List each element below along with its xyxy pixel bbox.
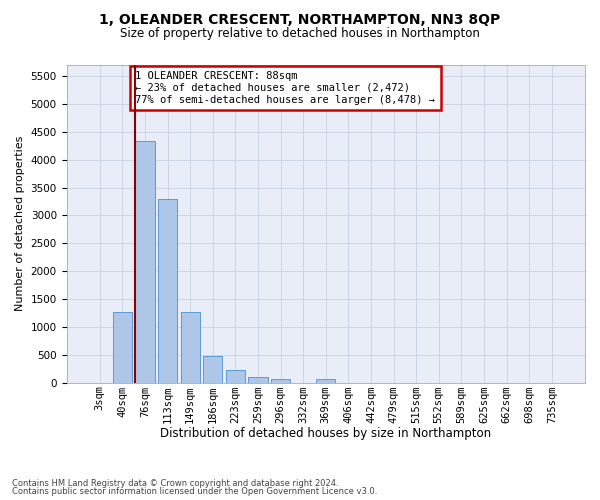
Bar [248,378,268,382]
Bar [113,312,132,382]
Bar [158,200,177,382]
Bar [226,370,245,382]
Bar [271,379,290,382]
Y-axis label: Number of detached properties: Number of detached properties [15,136,25,312]
Bar [181,312,200,382]
Text: 1, OLEANDER CRESCENT, NORTHAMPTON, NN3 8QP: 1, OLEANDER CRESCENT, NORTHAMPTON, NN3 8… [100,12,500,26]
Bar [316,379,335,382]
Bar [203,356,223,382]
Text: Contains public sector information licensed under the Open Government Licence v3: Contains public sector information licen… [12,487,377,496]
Text: Size of property relative to detached houses in Northampton: Size of property relative to detached ho… [120,28,480,40]
Bar [136,141,155,382]
Text: Contains HM Land Registry data © Crown copyright and database right 2024.: Contains HM Land Registry data © Crown c… [12,478,338,488]
Text: 1 OLEANDER CRESCENT: 88sqm
← 23% of detached houses are smaller (2,472)
77% of s: 1 OLEANDER CRESCENT: 88sqm ← 23% of deta… [136,72,436,104]
X-axis label: Distribution of detached houses by size in Northampton: Distribution of detached houses by size … [160,427,491,440]
